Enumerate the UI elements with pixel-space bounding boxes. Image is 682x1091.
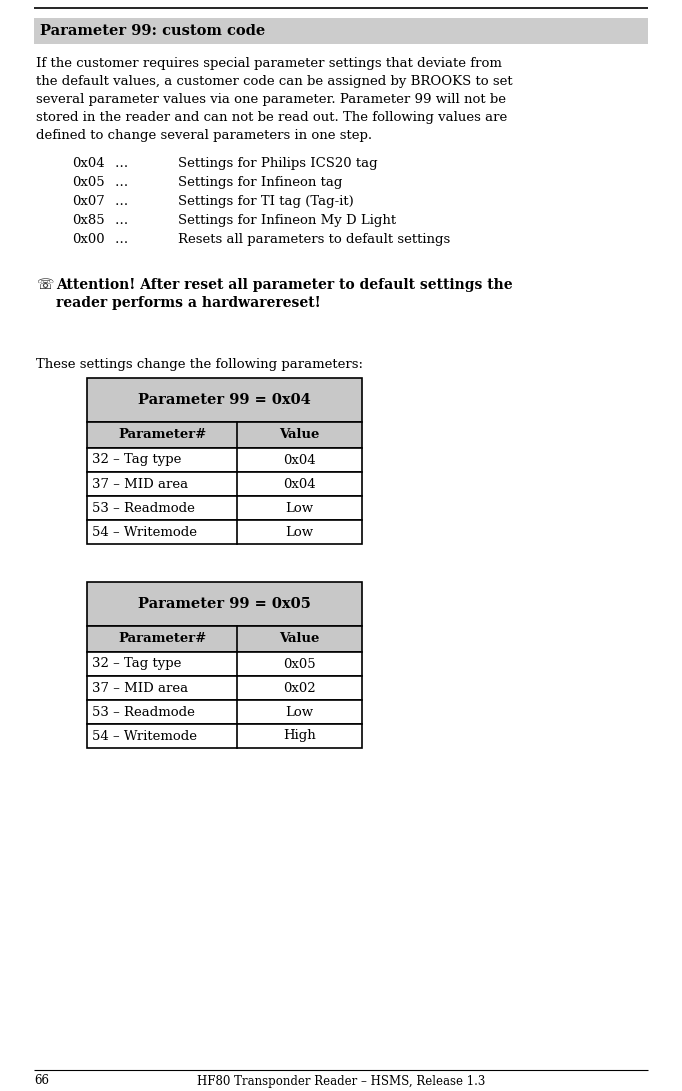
Text: Settings for Infineon tag: Settings for Infineon tag (178, 176, 342, 189)
Text: Low: Low (286, 706, 314, 719)
Text: Parameter#: Parameter# (118, 633, 206, 646)
Text: 0x00: 0x00 (72, 233, 104, 245)
Text: These settings change the following parameters:: These settings change the following para… (36, 358, 363, 371)
Text: High: High (283, 730, 316, 743)
Bar (34, 17, 648, 44)
Text: …: … (115, 176, 128, 189)
Text: …: … (115, 195, 128, 208)
Text: Value: Value (280, 633, 320, 646)
Bar (87, 652, 362, 676)
Text: 0x05: 0x05 (72, 176, 104, 189)
Text: …: … (115, 233, 128, 245)
Text: 54 – Writemode: 54 – Writemode (92, 730, 197, 743)
Bar (87, 520, 362, 544)
Text: 53 – Readmode: 53 – Readmode (92, 706, 195, 719)
Text: 0x04: 0x04 (283, 478, 316, 491)
Text: Settings for Infineon My D Light: Settings for Infineon My D Light (178, 214, 396, 227)
Text: 53 – Readmode: 53 – Readmode (92, 502, 195, 515)
Text: Attention! After reset all parameter to default settings the: Attention! After reset all parameter to … (56, 278, 513, 292)
Text: Low: Low (286, 502, 314, 515)
Text: Value: Value (280, 429, 320, 442)
Bar (87, 377, 362, 422)
Text: Resets all parameters to default settings: Resets all parameters to default setting… (178, 233, 450, 245)
Bar (87, 626, 362, 652)
Bar (87, 700, 362, 724)
Text: 0x04: 0x04 (283, 454, 316, 467)
Text: …: … (115, 157, 128, 170)
Text: 32 – Tag type: 32 – Tag type (92, 454, 181, 467)
Text: 66: 66 (34, 1075, 49, 1088)
Text: Parameter 99 = 0x04: Parameter 99 = 0x04 (138, 393, 311, 407)
Bar (87, 676, 362, 700)
Text: HF80 Transponder Reader – HSMS, Release 1.3: HF80 Transponder Reader – HSMS, Release … (197, 1075, 485, 1088)
Text: 0x85: 0x85 (72, 214, 104, 227)
Bar (87, 472, 362, 496)
Text: reader performs a hardwarereset!: reader performs a hardwarereset! (56, 296, 321, 310)
Text: Parameter#: Parameter# (118, 429, 206, 442)
Text: 37 – MID area: 37 – MID area (92, 478, 188, 491)
Text: Parameter 99: custom code: Parameter 99: custom code (40, 24, 265, 38)
Text: Settings for Philips ICS20 tag: Settings for Philips ICS20 tag (178, 157, 378, 170)
Text: 0x07: 0x07 (72, 195, 105, 208)
Text: several parameter values via one parameter. Parameter 99 will not be: several parameter values via one paramet… (36, 93, 506, 106)
Text: Parameter 99 = 0x05: Parameter 99 = 0x05 (138, 597, 311, 611)
Text: If the customer requires special parameter settings that deviate from: If the customer requires special paramet… (36, 57, 502, 70)
Text: Low: Low (286, 526, 314, 539)
Text: stored in the reader and can not be read out. The following values are: stored in the reader and can not be read… (36, 111, 507, 124)
Bar (87, 448, 362, 472)
Text: 37 – MID area: 37 – MID area (92, 682, 188, 695)
Bar (87, 582, 362, 626)
Text: …: … (115, 214, 128, 227)
Text: defined to change several parameters in one step.: defined to change several parameters in … (36, 129, 372, 142)
Text: ☏: ☏ (36, 278, 53, 292)
Text: 0x04: 0x04 (72, 157, 104, 170)
Text: 32 – Tag type: 32 – Tag type (92, 658, 181, 671)
Text: 0x02: 0x02 (283, 682, 316, 695)
Text: the default values, a customer code can be assigned by BROOKS to set: the default values, a customer code can … (36, 75, 513, 88)
Bar (87, 496, 362, 520)
Bar (87, 724, 362, 748)
Text: 54 – Writemode: 54 – Writemode (92, 526, 197, 539)
Text: 0x05: 0x05 (283, 658, 316, 671)
Bar (87, 422, 362, 448)
Text: Settings for TI tag (Tag-it): Settings for TI tag (Tag-it) (178, 195, 354, 208)
